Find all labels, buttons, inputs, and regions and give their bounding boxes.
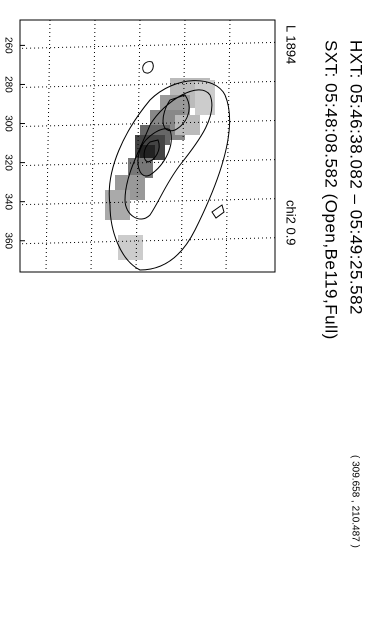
coords: ( 309.658 , 210.487 ) — [349, 455, 360, 548]
rotated-frame: HXT: 05:46:38.082 – 05:49:25.582 ( 309.6… — [2, 19, 366, 548]
hxt-contours — [108, 61, 231, 271]
label-left: L 1894 — [284, 25, 299, 64]
grid-line — [19, 159, 276, 167]
title: HXT: 05:46:38.082 – 05:49:25.582 — [347, 40, 366, 315]
label-right: chi2 0.9 — [284, 200, 299, 246]
x-tick-label: 340 — [2, 193, 13, 210]
plot-frame — [19, 19, 276, 273]
x-tick-label: 260 — [2, 37, 13, 54]
grid-line — [19, 80, 276, 88]
grid-line — [19, 41, 276, 49]
grid-line — [19, 237, 276, 245]
x-tick-label: 360 — [2, 232, 13, 249]
grid-line — [19, 198, 276, 206]
subtitle: SXT: 05:48:08.582 (Open,Be119,Full) — [322, 40, 341, 340]
x-tick-label: 320 — [2, 154, 13, 171]
sxt-image — [105, 78, 215, 260]
grid-line — [19, 120, 276, 128]
x-tick-label: 300 — [2, 115, 13, 132]
x-tick-label: 280 — [2, 76, 13, 93]
